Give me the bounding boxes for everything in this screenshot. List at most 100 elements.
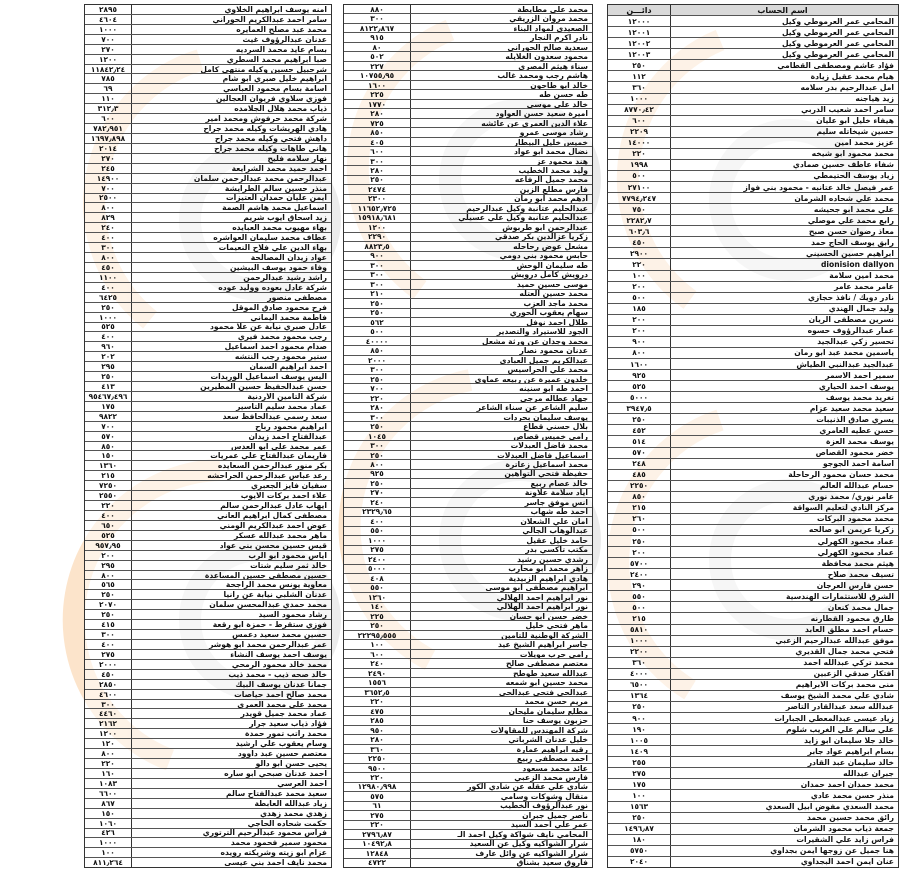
account-name: محمد مروان الزريقي bbox=[410, 14, 592, 23]
credit-amount: ٦٠٠ bbox=[370, 649, 384, 659]
table-row: زياد عبدالله العابطة ٨٦٧ bbox=[85, 798, 331, 809]
account-name: رائق محمد حسين محمد bbox=[670, 812, 898, 823]
table-row: رعد عباس عبدالرحمن الحراحشه ٢١٥ bbox=[85, 471, 331, 482]
credit-amount: ٣٠٠ bbox=[101, 630, 115, 639]
account-name: امان علي الشعلان bbox=[410, 517, 592, 526]
table-row: خالد صحه ذيب - محمد ذيب ٤٥٠ bbox=[85, 669, 331, 680]
credit-amount: ٤٠٠ bbox=[370, 517, 384, 526]
credit-amount: ٢٨٠ bbox=[370, 403, 384, 412]
account-name: خضر محمود القصاص bbox=[670, 447, 898, 458]
credit-amount: ٤٥٠ bbox=[101, 262, 115, 272]
table-row: درويش كامل درويش ٣٠٠ bbox=[344, 270, 592, 281]
credit-amount: ٣٠٠ bbox=[370, 412, 384, 422]
account-name: اليس يوسف اسماعيل الوريدات bbox=[131, 372, 331, 382]
table-row: هاني طاهات وكيله محمد جراح ٢٠١٤ bbox=[85, 143, 331, 154]
table-row: سفيان فايز الجعبري ٧٢٥٠ bbox=[85, 481, 331, 492]
credit-amount: ٢١٥ bbox=[632, 613, 646, 623]
table-row: نضال محمد ابو عواد ٦٠٠ bbox=[344, 147, 592, 157]
account-name: عماد محمد سليم التاسير bbox=[131, 401, 331, 411]
table-row: شرار الشواكيه عن وائل عارف ١٢٨٤٨ bbox=[344, 849, 592, 859]
table-row: هيفاء خليل ابو عليان ٦٠٠ bbox=[608, 115, 898, 127]
table-row: محمد محمود البركات ٢٦٠ bbox=[608, 513, 898, 525]
credit-amount: ٨٥٠ bbox=[370, 346, 384, 355]
table-row: خالد جلا سليمان ابو زايد ١٠٠٥ bbox=[608, 735, 898, 747]
account-name: رجب محمود محمد فيري bbox=[131, 332, 331, 342]
credit-amount: ٣٠٠ bbox=[370, 156, 384, 166]
credit-amount: ٣٠٠ bbox=[370, 280, 384, 289]
table-row: زيد هياجنه ١٠٠٠ bbox=[608, 93, 898, 105]
credit-amount: ٢٨٥٠ bbox=[98, 679, 118, 689]
account-name: عمر عبدالرحمن محمد ابو هوشر bbox=[131, 640, 331, 649]
table-row: عبدالوهاب الجالي ٥٥٠ bbox=[344, 526, 592, 537]
table-row: مكتب تاكسي بدر ٢٧٥ bbox=[344, 545, 592, 556]
account-name: زيد هياجنه bbox=[670, 93, 898, 104]
account-name: عادل صبري نيابة عن علا محمود bbox=[131, 322, 331, 332]
credit-amount: ٢١٥ bbox=[632, 503, 646, 513]
table-row: يسري صادق الذنيبات ٢٥٠ bbox=[608, 414, 898, 426]
table-row: محمد علي الحراسيس ٣٠٠ bbox=[344, 365, 592, 375]
table-row: اسامة بسام محمود العباسي ٦٩ bbox=[85, 84, 331, 95]
credit-amount: ٦٦٠٠ bbox=[98, 788, 118, 798]
table-row: علاء احمد بركات الايوب ٢٥٥٠ bbox=[85, 491, 331, 502]
credit-amount: ٥٢٥ bbox=[632, 381, 646, 391]
account-name: حفيظة فتحي التواهين bbox=[410, 469, 592, 479]
credit-amount: ٨٠٠ bbox=[101, 203, 115, 213]
account-name: اياس محمود ابو الرب bbox=[131, 550, 331, 560]
account-name: حسين شيخاتله سليم bbox=[670, 126, 898, 137]
account-name: محمد امين سلامة bbox=[670, 270, 898, 281]
credit-amount: ٨١١٫٢٦٤ bbox=[93, 858, 123, 868]
credit-amount: ٤١٣ bbox=[101, 382, 115, 391]
credit-amount: ٢٢٠ bbox=[101, 759, 115, 768]
account-name: ابراهيم محمود رباح bbox=[131, 421, 331, 431]
table-row: خميس خليل البيطار ٤٠٥ bbox=[344, 137, 592, 148]
account-name: عبدالرحمن محمد عبدالرحمن سلمان bbox=[131, 173, 331, 183]
credit-amount: ١٦٠٠ bbox=[629, 359, 649, 369]
credit-amount: ١٦٠٠ bbox=[367, 80, 387, 90]
credit-amount: ٣٦٥٢٫٥ bbox=[364, 687, 390, 697]
table-row: احمد ابراهيم السمان ٢٩٥ bbox=[85, 362, 331, 373]
table-row: حسام عبدالله العالم ٢٢٥٠ bbox=[608, 480, 898, 492]
table-row: محمد حسين العتله ٢١٠ bbox=[344, 289, 592, 300]
table-row: فوزي ستقرط - حمزة ابو رقعة ٤١٥ bbox=[85, 620, 331, 631]
account-name: عمر محمد علي ابو العدس bbox=[131, 441, 331, 451]
table-row: حسن عبدالحفيظ حسين المطيرين ٤١٣ bbox=[85, 382, 331, 392]
account-name: معاوية يونس محمد الراجحة bbox=[131, 580, 331, 590]
account-name: نادر اكرم النجار bbox=[410, 33, 592, 42]
table-row: بلال حسني قطاع ٢٥٠ bbox=[344, 422, 592, 432]
account-name: مكتب تاكسي بدر bbox=[410, 545, 592, 555]
credit-amount: ٢٥٠ bbox=[101, 372, 115, 382]
credit-amount: ٣٠٠ bbox=[370, 365, 384, 374]
account-name: عدنان محمود نصار bbox=[410, 346, 592, 355]
table-row: خالد ابو طاحون ١٦٠٠ bbox=[344, 80, 592, 91]
credit-amount: ٧٠٠ bbox=[101, 183, 115, 193]
account-name: زياد عبدالله العابطة bbox=[131, 798, 331, 808]
credit-amount: ١٢٠٠ bbox=[98, 54, 118, 64]
table-row: عائد محمد مسعود ٩٥٠٠ bbox=[344, 763, 592, 774]
account-name: احمد طه شهاب bbox=[410, 507, 592, 517]
credit-amount: ١٩٠ bbox=[632, 724, 646, 734]
table-row: عواد زيدان المصالحة ٨٠٠ bbox=[85, 253, 331, 263]
table-row: منذر حسين سالم الطرايشة ٧٠٠ bbox=[85, 183, 331, 194]
table-row: مشعل عوض رحاحله ٨٨٢٣٫٥ bbox=[344, 242, 592, 252]
credit-amount: ١٠٠ bbox=[370, 640, 384, 649]
account-name: ادهم محمد ابو رمان bbox=[410, 194, 592, 204]
table-row: سمير احمد الاسمر ٩٢٥ bbox=[608, 370, 898, 382]
credit-amount: ٢٢٠٠ bbox=[629, 647, 649, 657]
table-row: عبدالكريم جميل العبادي ٢٠٠٠ bbox=[344, 355, 592, 366]
table-row: عدنان عبدالرؤوف غيث ٧٠٠ bbox=[85, 34, 331, 45]
account-name: جاسر ابراهيم الشيخ عيد bbox=[410, 640, 592, 649]
table-row: المحامي نايف شواكة وكيل احمد الـ ٢٧٩٦٫٨٧ bbox=[344, 830, 592, 840]
credit-amount: ٢٥٠ bbox=[632, 60, 646, 70]
table-row: معتصم مصطفى صالح ٢٤٠ bbox=[344, 659, 592, 669]
account-name: الشركة الوطنية للتامين bbox=[410, 630, 592, 640]
account-name: محمد علي محمد العمري bbox=[131, 699, 331, 709]
credit-amount: ٢٩٠ bbox=[632, 580, 646, 590]
table-row: فاطمة محمد اليماني ١٠٠٠ bbox=[85, 312, 331, 323]
account-name: هنا جميل عن زوجها ايمن بجداوي bbox=[670, 845, 898, 856]
account-name: سفيان فايز الجعبري bbox=[131, 481, 331, 491]
account-name: محمد تركي عبدالله احمد bbox=[670, 657, 898, 668]
credit-amount: ١٣٦٠ bbox=[98, 461, 118, 471]
account-name: شادي علي محمد الشيخ يوسف bbox=[670, 690, 898, 701]
credit-amount: ٦٠٠ bbox=[101, 114, 115, 124]
credit-amount: ٤٠٠ bbox=[101, 640, 115, 649]
